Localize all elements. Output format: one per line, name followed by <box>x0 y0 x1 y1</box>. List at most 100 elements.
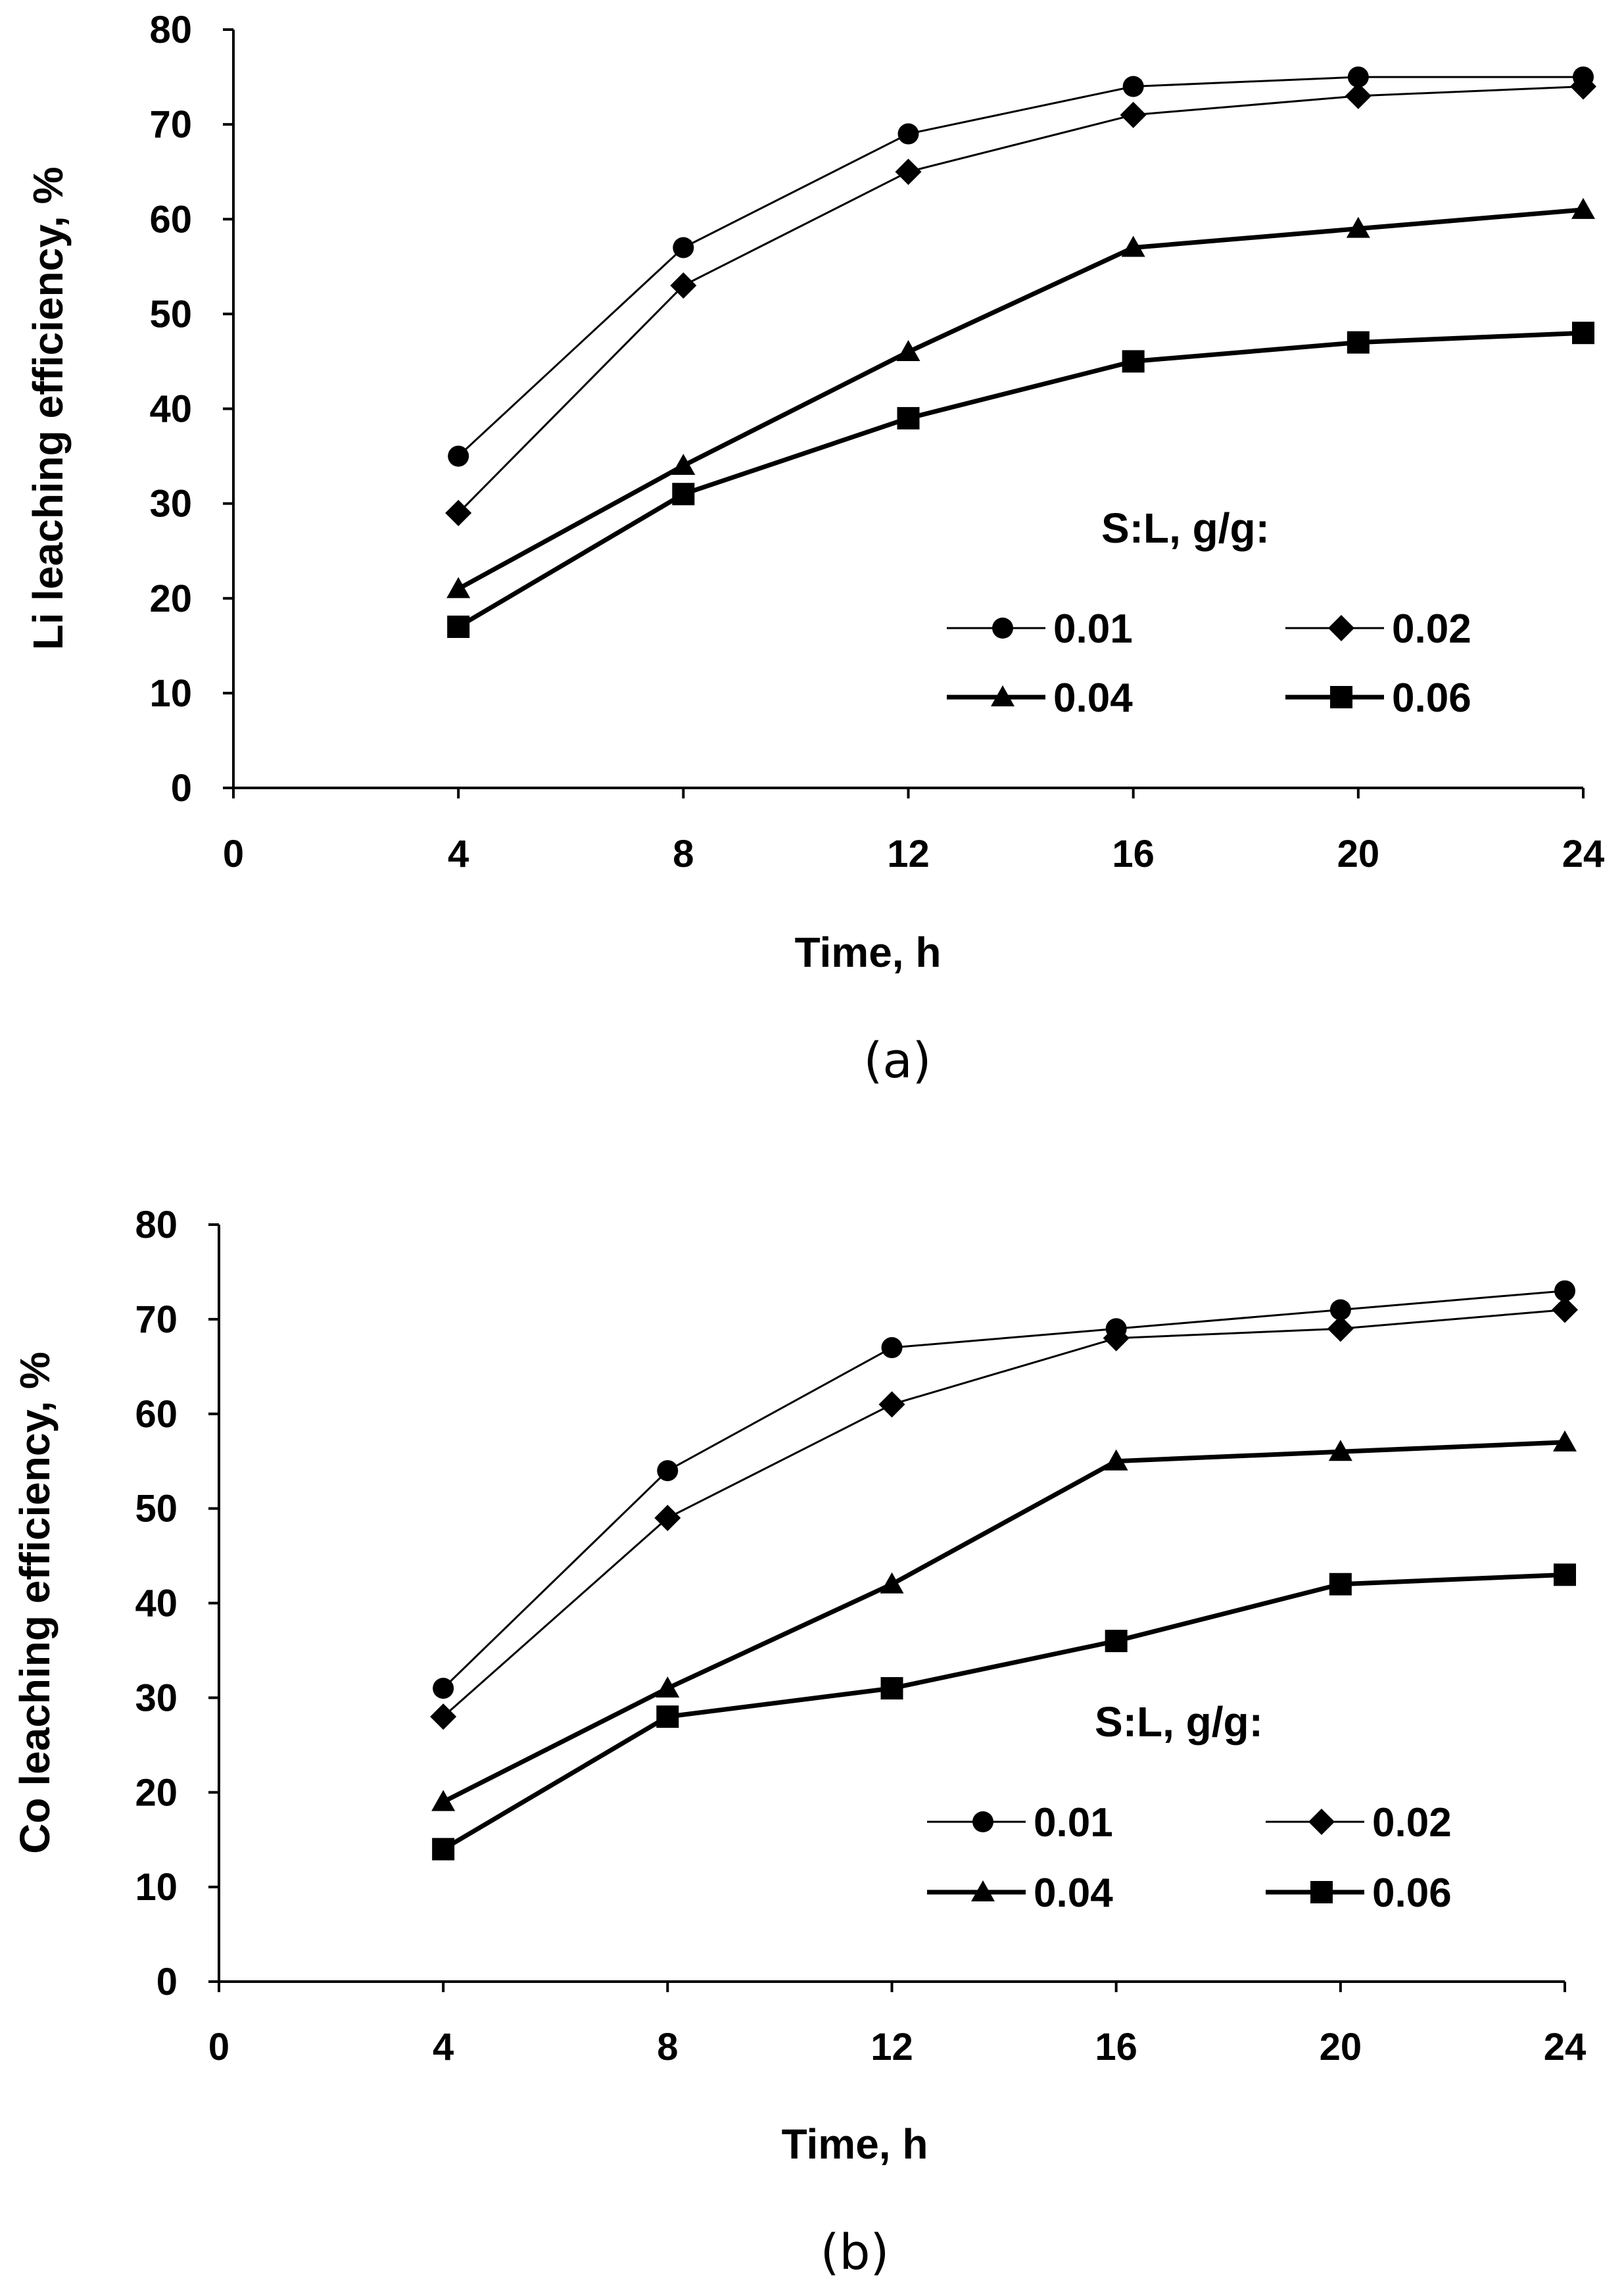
data-point-square <box>1105 1630 1128 1653</box>
x-tick-label: 16 <box>1112 833 1155 875</box>
legend-marker-square <box>1310 1881 1333 1903</box>
y-tick-label: 40 <box>149 388 192 431</box>
data-point-triangle <box>671 453 696 475</box>
x-tick-label: 0 <box>223 833 244 875</box>
y-tick-label: 70 <box>149 103 192 146</box>
data-point-circle <box>1122 76 1144 97</box>
data-point-circle <box>1329 1299 1351 1321</box>
legend-marker-square <box>1330 686 1352 708</box>
data-point-square <box>880 1676 903 1699</box>
legend-marker-circle <box>992 618 1013 639</box>
y-tick-label: 80 <box>135 1204 178 1246</box>
data-point-triangle <box>431 1790 456 1811</box>
data-point-diamond <box>1552 1296 1578 1323</box>
data-point-triangle <box>1571 197 1595 219</box>
legend-label: 0.06 <box>1392 675 1471 721</box>
x-tick-label: 4 <box>448 833 469 875</box>
panel-label: (a) <box>863 1033 931 1089</box>
legend-entry-0.02: 0.02 <box>1266 1800 1452 1845</box>
data-point-diamond <box>1345 82 1372 109</box>
x-tick-label: 4 <box>433 2026 454 2068</box>
legend-entry-0.06: 0.06 <box>1285 675 1471 721</box>
y-tick-label: 0 <box>171 767 192 810</box>
y-tick-label: 0 <box>156 1961 178 2003</box>
legend-title: S:L, g/g: <box>1095 1698 1263 1746</box>
y-tick-label: 20 <box>149 577 192 620</box>
data-point-circle <box>897 123 919 145</box>
legend-entry-0.02: 0.02 <box>1285 606 1471 652</box>
data-point-diamond <box>1120 101 1147 128</box>
series-line <box>458 85 1584 514</box>
x-tick-label: 20 <box>1320 2026 1362 2068</box>
x-tick-label: 0 <box>208 2026 229 2068</box>
data-point-triangle <box>1346 216 1370 238</box>
y-tick-label: 60 <box>135 1393 178 1436</box>
legend-entry-0.04: 0.04 <box>947 675 1133 721</box>
y-axis-title: Li leaching efficiency, % <box>24 166 72 650</box>
legend-label: 0.06 <box>1372 1870 1452 1916</box>
legend-label: 0.01 <box>1034 1800 1113 1845</box>
y-tick-label: 70 <box>135 1298 178 1341</box>
series-line <box>457 330 1584 629</box>
data-point-triangle <box>446 577 471 598</box>
y-tick-label: 30 <box>149 483 192 525</box>
legend-marker-diamond <box>1328 615 1354 641</box>
data-point-triangle <box>1121 235 1145 257</box>
legend-marker-diamond <box>1308 1809 1335 1835</box>
series-0.06 <box>432 1563 1576 1861</box>
legend-entry-0.01: 0.01 <box>927 1800 1113 1845</box>
series-0.02 <box>430 1296 1578 1730</box>
y-axis-title: Co leaching efficiency, % <box>11 1352 59 1853</box>
data-point-square <box>432 1838 455 1861</box>
data-point-circle <box>657 1460 679 1482</box>
y-tick-label: 80 <box>149 9 192 51</box>
legend: S:L, g/g: 0.01 0.02 0.04 0.06 <box>947 504 1471 721</box>
data-point-diamond <box>895 159 922 185</box>
x-tick-label: 8 <box>673 833 694 875</box>
legend-label: 0.01 <box>1053 606 1133 652</box>
x-tick-label: 12 <box>887 833 930 875</box>
data-point-square <box>1329 1573 1352 1596</box>
x-tick-label: 24 <box>1544 2026 1587 2068</box>
y-tick-label: 40 <box>135 1582 178 1625</box>
data-point-diamond <box>878 1391 905 1418</box>
y-tick-label: 10 <box>149 672 192 715</box>
y-tick-label: 10 <box>135 1866 178 1909</box>
legend-entry-0.01: 0.01 <box>947 606 1133 652</box>
series-0.02 <box>445 73 1596 527</box>
series-line <box>458 76 1583 457</box>
legend-label: 0.02 <box>1372 1800 1452 1845</box>
data-point-diamond <box>1327 1315 1354 1342</box>
legend-entry-0.04: 0.04 <box>927 1870 1113 1916</box>
x-tick-label: 16 <box>1095 2026 1137 2068</box>
data-point-triangle <box>1328 1440 1352 1461</box>
legend-marker-triangle <box>991 685 1015 706</box>
data-point-triangle <box>656 1676 680 1698</box>
data-point-square <box>1572 322 1594 345</box>
legend-entry-0.06: 0.06 <box>1266 1870 1452 1916</box>
x-tick-label: 12 <box>871 2026 913 2068</box>
data-point-diamond <box>430 1703 457 1730</box>
x-axis-title: Time, h <box>782 2120 928 2168</box>
data-point-triangle <box>880 1572 904 1594</box>
data-point-square <box>672 483 695 506</box>
x-axis-title: Time, h <box>795 929 942 976</box>
y-tick-label: 60 <box>149 198 192 241</box>
series-0.01 <box>448 66 1594 467</box>
data-point-circle <box>433 1677 454 1699</box>
legend-marker-triangle <box>971 1880 995 1901</box>
legend-label: 0.02 <box>1392 606 1471 652</box>
data-point-circle <box>881 1337 903 1359</box>
series-0.04 <box>431 1430 1577 1811</box>
y-tick-label: 20 <box>135 1771 178 1814</box>
legend-label: 0.04 <box>1034 1870 1113 1916</box>
data-point-circle <box>673 237 694 258</box>
data-point-diamond <box>1103 1325 1130 1352</box>
data-point-square <box>447 615 470 638</box>
legend: S:L, g/g: 0.01 0.02 0.04 0.06 <box>927 1698 1452 1916</box>
series-line <box>442 1308 1565 1718</box>
chart-b: 0 10 20 30 40 50 60 70 80 0 4 8 12 16 20 24 Time, h Co le… <box>11 1204 1586 2281</box>
legend-title: S:L, g/g: <box>1101 504 1270 552</box>
legend-marker-circle <box>972 1811 993 1832</box>
